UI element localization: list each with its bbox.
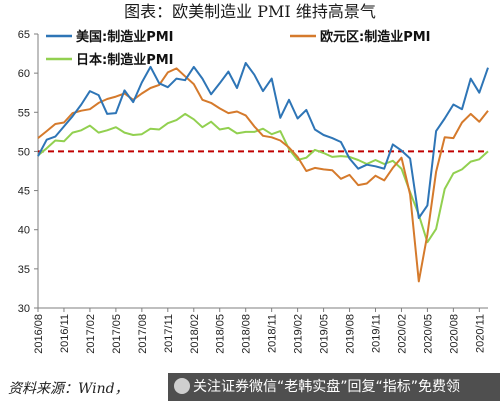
y-tick-label: 40 <box>18 225 30 237</box>
x-tick-label: 2019/08 <box>345 314 357 354</box>
y-tick-label: 45 <box>18 186 30 198</box>
x-tick-label: 2018/08 <box>241 314 253 354</box>
y-tick-label: 55 <box>18 107 30 119</box>
y-tick-label: 35 <box>18 264 30 276</box>
x-tick-label: 2020/11 <box>474 314 486 353</box>
x-tick-label: 2020/05 <box>422 314 434 354</box>
x-tick-label: 2018/11 <box>267 314 279 353</box>
x-tick-label: 2020/02 <box>396 314 408 354</box>
x-tick-label: 2020/08 <box>448 314 460 354</box>
x-tick-label: 2018/05 <box>215 314 227 354</box>
promo-banner-text: 关注证券微信“老韩实盘”回复“指标”免费领 <box>193 379 461 395</box>
pmi-line-chart: 美国:制造业PMI 欧元区:制造业PMI 日本:制造业PMI 30 35 40 45 50 5… <box>18 29 489 354</box>
footer: 资料来源：Wind， 关注证券微信“老韩实盘”回复“指标”免费领 <box>0 373 500 401</box>
series-line-eu <box>37 67 489 283</box>
legend-label: 日本:制造业PMI <box>76 52 174 68</box>
legend-label: 欧元区:制造业PMI <box>320 29 431 45</box>
source-note: 资料来源：Wind， <box>8 381 129 397</box>
legend-label: 美国:制造业PMI <box>76 29 174 45</box>
chart-title: 图表：欧美制造业 PMI 维持高景气 <box>124 2 376 21</box>
x-tick-label: 2019/05 <box>319 314 331 354</box>
y-tick-label: 50 <box>18 146 30 158</box>
y-tick-label: 65 <box>18 29 30 41</box>
wechat-icon <box>174 378 190 394</box>
x-tick-label: 2017/05 <box>111 314 123 354</box>
series-line-us <box>37 62 489 219</box>
y-tick-label: 60 <box>18 68 30 80</box>
x-tick-label: 2016/08 <box>33 314 45 354</box>
series-lines <box>37 62 489 283</box>
x-tick-label: 2016/11 <box>59 314 71 353</box>
x-tick-label: 2019/02 <box>293 314 305 354</box>
legend: 美国:制造业PMI 欧元区:制造业PMI 日本:制造业PMI <box>46 29 431 68</box>
x-tick-label: 2017/08 <box>137 314 149 354</box>
x-tick-label: 2019/11 <box>371 314 383 353</box>
promo-banner[interactable]: 关注证券微信“老韩实盘”回复“指标”免费领 <box>168 373 500 401</box>
x-tick-label: 2017/02 <box>85 314 97 354</box>
x-tick-label: 2017/11 <box>163 314 175 353</box>
axes: 30 35 40 45 50 55 60 65 2016/08 2016/11 2017/02 201… <box>18 29 488 354</box>
y-tick-label: 30 <box>18 303 30 315</box>
series-line-jp <box>37 112 489 244</box>
x-tick-label: 2018/02 <box>189 314 201 354</box>
